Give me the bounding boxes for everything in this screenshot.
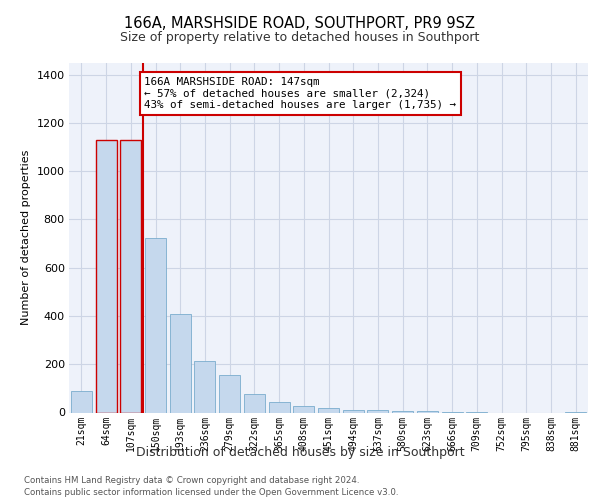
Bar (244, 394, 265, 412)
Y-axis label: Number of detached properties: Number of detached properties (21, 150, 31, 325)
Bar (392, 411, 413, 412)
Text: 166A MARSHSIDE ROAD: 147sqm
← 57% of detached houses are smaller (2,324)
43% of : 166A MARSHSIDE ROAD: 147sqm ← 57% of det… (145, 77, 457, 110)
Bar (343, 410, 364, 412)
Text: Distribution of detached houses by size in Southport: Distribution of detached houses by size … (136, 446, 464, 459)
Bar (145, 238, 166, 412)
Text: 166A, MARSHSIDE ROAD, SOUTHPORT, PR9 9SZ: 166A, MARSHSIDE ROAD, SOUTHPORT, PR9 9SZ (125, 16, 476, 31)
Bar (194, 360, 215, 412)
Text: Contains HM Land Registry data © Crown copyright and database right 2024.: Contains HM Land Registry data © Crown c… (24, 476, 359, 485)
Bar (293, 406, 314, 412)
Bar (269, 402, 290, 412)
Bar (170, 314, 191, 412)
Bar (367, 410, 388, 412)
Text: Size of property relative to detached houses in Southport: Size of property relative to detached ho… (121, 31, 479, 44)
Bar (219, 375, 240, 412)
Bar (95, 140, 116, 412)
Bar (120, 140, 141, 412)
Bar (318, 408, 339, 412)
Bar (71, 391, 92, 412)
Text: Contains public sector information licensed under the Open Government Licence v3: Contains public sector information licen… (24, 488, 398, 497)
